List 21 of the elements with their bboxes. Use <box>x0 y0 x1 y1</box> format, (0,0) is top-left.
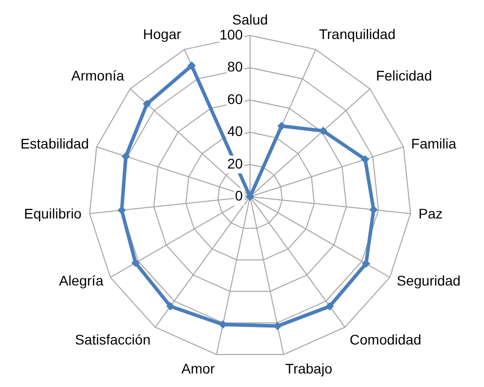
spoke-label: Tranquilidad <box>318 26 396 42</box>
spoke-label: Paz <box>418 205 443 222</box>
spoke-label: Comodidad <box>350 332 422 348</box>
y-tick-label: 80 <box>227 58 244 75</box>
spoke-label: Armonía <box>71 67 124 84</box>
spoke-label: Equilibrio <box>24 205 82 222</box>
y-tick-label: 100 <box>219 26 244 42</box>
y-tick-label: 20 <box>227 155 244 172</box>
spoke-label: Estabilidad <box>20 135 89 152</box>
spoke-label: Familia <box>411 135 457 152</box>
y-tick-label: 40 <box>227 123 244 140</box>
spoke-label: Felicidad <box>376 67 432 84</box>
spoke-label: Seguridad <box>396 272 461 288</box>
spoke-label: Amor <box>181 360 216 376</box>
y-tick-label: 60 <box>227 90 244 107</box>
spoke-label: Satisfacción <box>75 332 150 348</box>
spoke-label: Hogar <box>143 26 182 42</box>
spoke-label: Salud <box>232 11 268 28</box>
spoke-label: Trabajo <box>285 360 332 376</box>
spoke-label: Alegría <box>59 272 104 288</box>
y-tick-label: 0 <box>235 188 244 204</box>
